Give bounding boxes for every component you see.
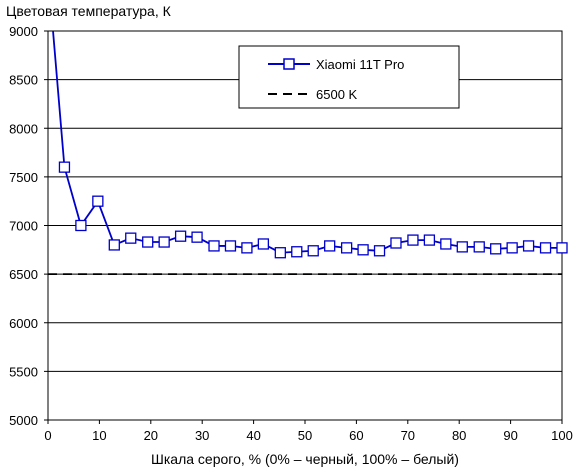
data-point-xiaomi [340,242,353,254]
data-point-xiaomi [92,195,104,207]
data-point-xiaomi [291,246,303,258]
data-point-xiaomi [142,236,154,248]
x-tick-label: 70 [401,428,415,443]
x-tick-label: 30 [195,428,209,443]
y-tick-labels: 5000 5500 6000 6500 7000 7500 8000 8500 9000 [9,24,48,428]
data-point-xiaomi [108,239,120,251]
x-tick-label: 20 [144,428,158,443]
data-point-xiaomi [522,240,535,252]
data-point-xiaomi [456,241,468,253]
y-tick-label: 7500 [9,170,38,185]
y-tick-label: 8500 [9,73,38,88]
legend: Xiaomi 11T Pro 6500 K [238,45,460,109]
y-tick-label: 8000 [9,121,38,136]
data-point-xiaomi [423,234,436,246]
data-point-xiaomi [274,247,286,259]
y-tick-label: 7000 [9,219,38,234]
data-point-xiaomi [257,238,270,250]
x-axis-title: Шкала серого, % (0% – черный, 100% – бел… [151,451,459,467]
legend-label-6500k: 6500 K [316,87,358,102]
data-point-xiaomi [174,230,187,242]
x-tick-label: 60 [349,428,363,443]
data-point-xiaomi [407,234,419,246]
x-tick-labels: 0 10 20 30 40 50 60 70 80 90 100 [44,420,573,443]
data-point-xiaomi [373,245,386,257]
data-point-xiaomi [158,236,170,248]
x-tick-label: 40 [246,428,260,443]
x-tick-label: 0 [44,428,51,443]
data-point-xiaomi [307,245,319,257]
series-xiaomi-line [52,31,562,254]
data-point-xiaomi [490,243,502,255]
data-point-xiaomi [357,244,369,256]
data-point-xiaomi [224,240,237,252]
legend-label-xiaomi: Xiaomi 11T Pro [316,57,404,72]
data-point-xiaomi [473,241,485,253]
legend-box [238,45,460,109]
data-point-xiaomi [191,231,203,243]
data-point-xiaomi [506,242,518,254]
y-tick-label: 5000 [9,413,38,428]
markers [58,161,568,259]
data-point-xiaomi [324,240,336,252]
data-point-xiaomi [125,232,137,244]
data-point-xiaomi [208,240,220,252]
y-tick-label: 6500 [9,267,38,282]
x-tick-label: 90 [503,428,517,443]
data-point-xiaomi [390,237,402,249]
y-tick-label: 9000 [9,24,38,39]
data-point-xiaomi [440,238,452,250]
x-tick-label: 10 [92,428,106,443]
y-axis-title: Цветовая температура, К [6,3,172,19]
series-layer [48,31,562,276]
data-point-xiaomi [539,242,552,254]
y-tick-label: 6000 [9,316,38,331]
x-tick-label: 100 [551,428,573,443]
y-tick-label: 5500 [9,364,38,379]
x-tick-label: 50 [298,428,312,443]
data-point-xiaomi [58,161,71,173]
data-point-xiaomi [75,219,87,232]
legend-marker-xiaomi [283,58,295,70]
data-point-xiaomi [241,242,253,254]
data-point-xiaomi [556,242,568,254]
x-tick-label: 80 [452,428,466,443]
